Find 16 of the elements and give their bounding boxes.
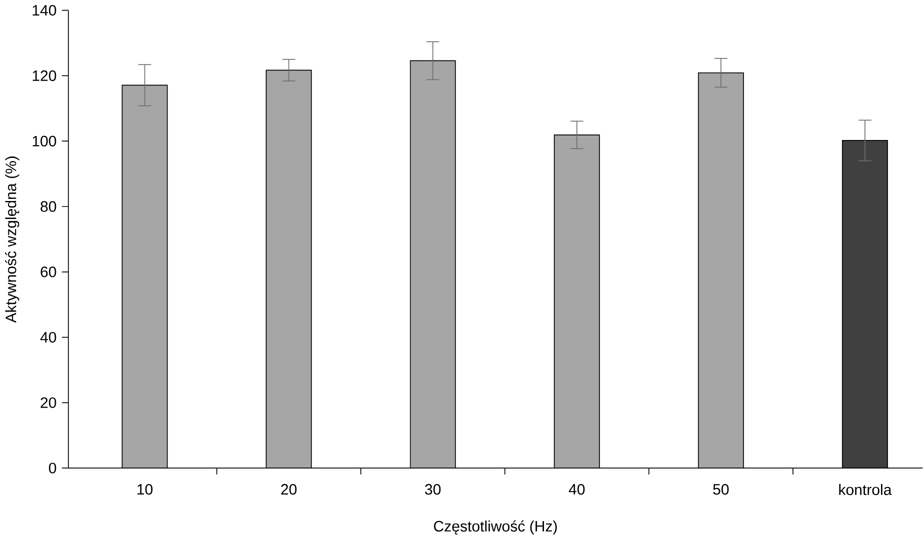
x-tick-label: 50 (713, 484, 729, 495)
y-tick-label: 20 (40, 398, 56, 408)
y-tick-label: 100 (32, 136, 56, 147)
y-tick-label: 120 (32, 70, 56, 82)
y-tick-label: 80 (40, 201, 56, 212)
x-tick-label: 40 (568, 484, 585, 495)
y-tick-label: 60 (40, 266, 56, 278)
y-tick-label: 0 (48, 462, 56, 474)
y-axis-title: Aktywność względna (%) (5, 156, 20, 323)
x-tick-label: 30 (425, 484, 441, 495)
y-tick-label: 140 (32, 5, 56, 16)
x-tick-label: kontrola (839, 484, 892, 496)
x-axis-title: Częstotliwość (Hz) (434, 520, 557, 535)
x-tick-label: 10 (138, 484, 153, 495)
x-tick-label: 20 (281, 484, 297, 495)
y-tick-label: 40 (40, 332, 56, 343)
